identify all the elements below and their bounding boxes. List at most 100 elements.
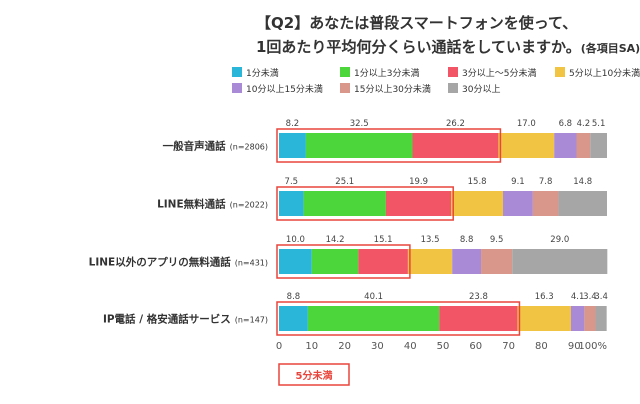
- bar-segment: [452, 249, 482, 274]
- chart-title-suffix: (各項目SA): [581, 41, 640, 55]
- data-label: 8.8: [287, 292, 301, 302]
- x-tick-label: 50: [437, 341, 450, 352]
- data-label: 40.1: [364, 292, 383, 302]
- legend-label: 15分以上30分未満: [354, 83, 431, 95]
- x-tick-label: 30: [371, 341, 384, 352]
- bar-segment: [279, 306, 308, 331]
- bar-segment: [576, 133, 591, 158]
- bar-segment: [407, 249, 453, 274]
- category-label: LINE無料通話 (n=2022): [157, 198, 268, 211]
- bar-segment: [503, 191, 533, 216]
- bar-segment: [412, 133, 499, 158]
- bar-segment: [305, 133, 413, 158]
- x-tick-label: 0: [276, 341, 282, 352]
- category-name: LINE無料通話: [157, 198, 226, 211]
- legend-swatch: [340, 67, 350, 77]
- data-label: 4.2: [577, 119, 591, 129]
- bar-segment: [358, 249, 408, 274]
- x-tick-label: 100%: [578, 341, 607, 352]
- data-label: 32.5: [350, 119, 369, 129]
- category-name: IP電話 / 格安通話サービス: [103, 313, 231, 326]
- data-label: 4.1: [571, 292, 585, 302]
- highlight-legend-box: [278, 363, 350, 386]
- category-n: (n=2806): [230, 143, 268, 152]
- data-label: 14.8: [573, 177, 592, 187]
- highlight-box: [276, 186, 454, 221]
- highlight-box: [276, 128, 502, 163]
- data-label: 19.9: [409, 177, 428, 187]
- x-tick-label: 20: [338, 341, 351, 352]
- bar-segment: [512, 249, 608, 274]
- bar-segment: [558, 191, 607, 216]
- data-label: 8.2: [286, 119, 300, 129]
- bar-segment: [498, 133, 555, 158]
- data-label: 7.8: [539, 177, 553, 187]
- data-label: 29.0: [550, 235, 569, 245]
- legend-label: 30分以上: [462, 84, 500, 95]
- legend-label: 1分以上3分未満: [354, 67, 419, 79]
- bar-segment: [311, 249, 359, 274]
- category-n: (n=431): [235, 259, 268, 268]
- data-label: 17.0: [517, 119, 536, 129]
- highlight-legend-label: 5分未満: [296, 369, 333, 382]
- category-name: 一般音声通話: [163, 140, 226, 153]
- data-label: 3.4: [594, 292, 608, 302]
- bar-segment: [303, 191, 386, 216]
- bar-segment: [279, 133, 306, 158]
- chart-title-line2: 1回あたり平均何分くらい通話をしていますか。(各項目SA): [256, 38, 640, 56]
- category-name: LINE以外のアプリの無料通話: [89, 256, 232, 269]
- data-label: 26.2: [446, 119, 465, 129]
- x-tick-label: 70: [502, 341, 515, 352]
- bar-segment: [532, 191, 559, 216]
- bar-segment: [307, 306, 440, 331]
- bar-segment: [584, 306, 596, 331]
- data-label: 6.8: [559, 119, 573, 129]
- bar-segment: [554, 133, 577, 158]
- bar-segment: [595, 306, 607, 331]
- highlight-box: [276, 301, 521, 336]
- bar-segment: [481, 249, 513, 274]
- x-tick-label: 10: [305, 341, 318, 352]
- data-label: 8.8: [460, 235, 474, 245]
- legend-label: 5分以上10分未満: [569, 67, 640, 79]
- data-label: 14.2: [326, 235, 345, 245]
- bar-segment: [570, 306, 585, 331]
- data-label: 7.5: [285, 177, 299, 187]
- legend-swatch: [340, 83, 350, 93]
- x-tick-label: 80: [535, 341, 548, 352]
- bar-segment: [385, 191, 452, 216]
- category-label: 一般音声通話 (n=2806): [163, 140, 268, 153]
- data-label: 13.5: [421, 235, 440, 245]
- category-labels: 一般音声通話 (n=2806) LINE無料通話 (n=2022) LINE以外のアプリ…: [89, 140, 268, 326]
- bar-segment: [439, 306, 518, 331]
- legend-swatch: [232, 67, 242, 77]
- data-label: 15.1: [374, 235, 393, 245]
- x-tick-label: 60: [469, 341, 482, 352]
- category-label: IP電話 / 格安通話サービス (n=147): [103, 313, 268, 326]
- category-label: LINE以外のアプリの無料通話 (n=431): [89, 256, 268, 269]
- data-label: 10.0: [286, 235, 305, 245]
- legend-swatch: [448, 67, 458, 77]
- data-label: 23.8: [469, 292, 488, 302]
- highlight-group: 5分未満: [276, 128, 521, 386]
- legend-swatch: [448, 83, 458, 93]
- legend-swatch: [232, 83, 242, 93]
- highlight-box: [276, 244, 411, 279]
- data-label: 9.5: [490, 235, 504, 245]
- data-label: 5.1: [592, 119, 606, 129]
- bar-segment: [451, 191, 504, 216]
- bar-segment: [279, 249, 312, 274]
- bar-segment: [517, 306, 571, 331]
- x-tick-label: 40: [404, 341, 417, 352]
- data-label: 9.1: [511, 177, 525, 187]
- chart-title-line1: 【Q2】あなたは普段スマートフォンを使って、: [256, 14, 577, 32]
- bar-segment: [279, 191, 304, 216]
- bar-segment: [590, 133, 607, 158]
- category-n: (n=147): [235, 316, 268, 325]
- legend: 1分未満 1分以上3分未満 3分以上〜5分未満 5分以上10分未満 10分以上15分未満…: [232, 67, 640, 95]
- chart-title-main: 1回あたり平均何分くらい通話をしていますか。: [256, 38, 581, 56]
- legend-label: 10分以上15分未満: [246, 83, 323, 95]
- data-label: 3.4: [583, 292, 597, 302]
